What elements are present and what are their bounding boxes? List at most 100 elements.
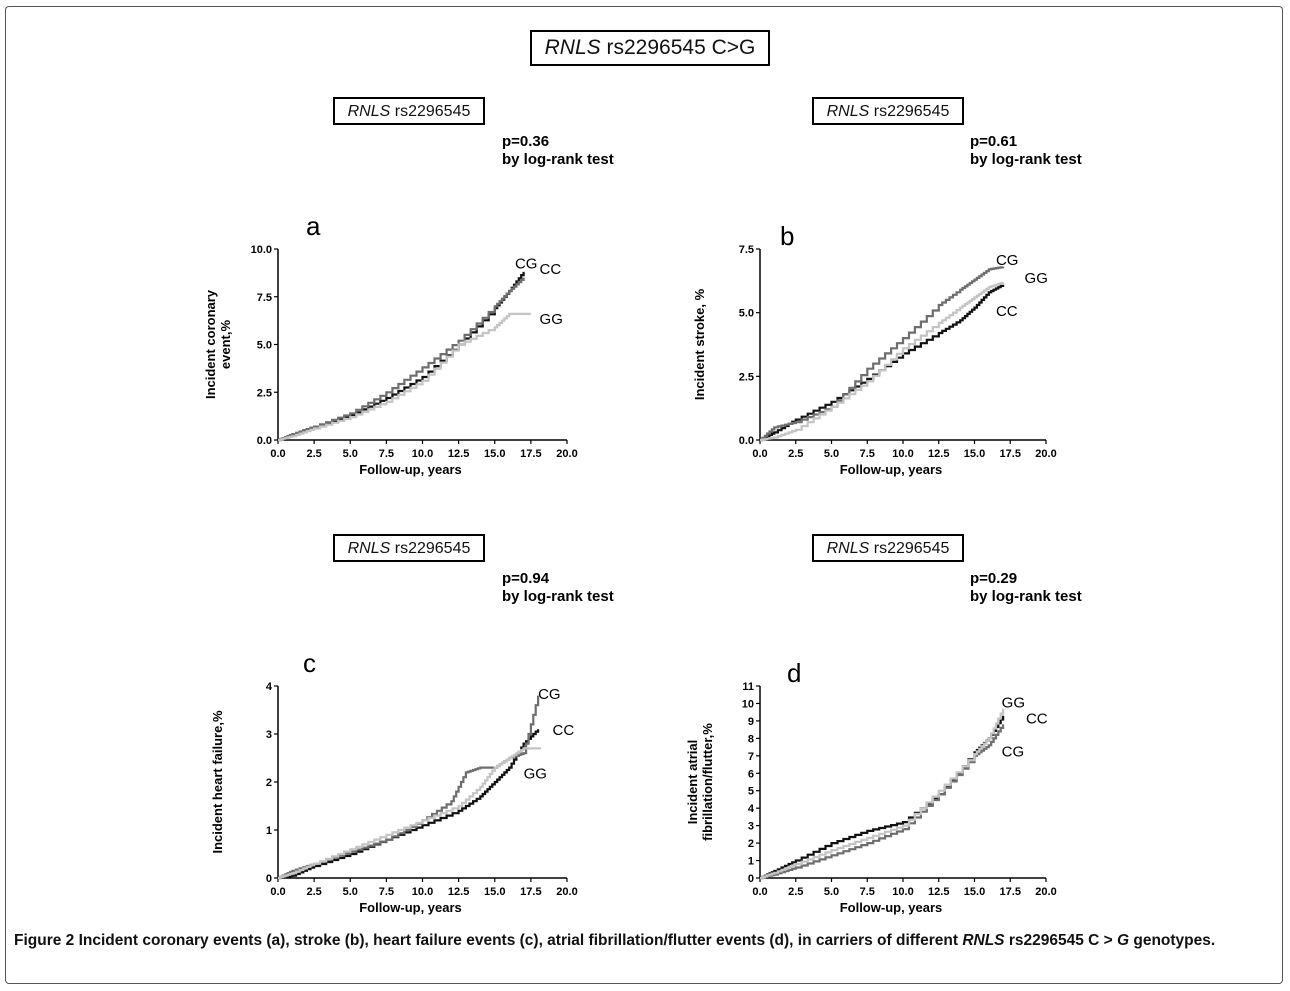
panel-d-title: RNLS rs2296545: [812, 534, 964, 562]
panel-c-x-tick-label: 0.0: [270, 886, 285, 898]
panel-d-x-tick-label: 5.0: [824, 886, 839, 898]
panel-c-x-tick-label: 15.0: [484, 886, 505, 898]
figure-frame: [5, 6, 1283, 984]
panel-a-pvalue: p=0.36: [502, 133, 549, 150]
panel-c-label-gg: GG: [524, 765, 547, 782]
panel-b-x-tick-label: 12.5: [928, 448, 949, 460]
panel-d-y-tick-label: 4: [748, 803, 755, 815]
panel-c-x-tick-label: 5.0: [343, 886, 358, 898]
panel-b-label-cg: CG: [996, 252, 1019, 269]
panel-c-label-cg: CG: [538, 686, 561, 703]
panel-d-x-tick-label: 15.0: [964, 886, 985, 898]
panel-b-pvalue: p=0.61: [970, 133, 1017, 150]
panel-b-y-label: Incident stroke, %: [692, 288, 707, 400]
panel-a-y-tick-label: 10.0: [251, 244, 272, 256]
panel-d-y-tick-label: 11: [742, 681, 754, 693]
main-title-variant: rs2296545 C>G: [600, 36, 756, 59]
figure-caption: Figure 2 Incident coronary events (a), s…: [14, 930, 1274, 952]
panel-b-test-label: by log-rank test: [970, 151, 1082, 168]
caption-text-4: genotypes.: [1129, 932, 1216, 949]
panel-a-x-tick-label: 0.0: [270, 448, 285, 460]
panel-c-y-tick-label: 1: [266, 825, 272, 837]
panel-a-x-tick-label: 20.0: [556, 448, 577, 460]
panel-a-x-tick-label: 12.5: [448, 448, 469, 460]
panel-d-label-gg: GG: [1002, 695, 1025, 712]
panel-b-y-tick-label: 2.5: [739, 371, 754, 383]
panel-d-letter: d: [787, 658, 801, 688]
panel-c-x-tick-label: 20.0: [556, 886, 577, 898]
panel-c-series-cc: [278, 729, 540, 880]
panel-c-x-tick-label: 12.5: [448, 886, 469, 898]
panel-c-x-tick-label: 10.0: [412, 886, 433, 898]
panel-a-x-tick-label: 7.5: [379, 448, 394, 460]
panel-b-x-tick-label: 0.0: [752, 448, 767, 460]
panel-d-x-tick-label: 17.5: [1000, 886, 1021, 898]
panel-d-series-cg: [760, 724, 1005, 880]
caption-text-1: Incident coronary events (a), stroke (b)…: [74, 932, 963, 949]
panel-b-x-tick-label: 15.0: [964, 448, 985, 460]
panel-c-y-tick-label: 0: [266, 873, 272, 885]
panel-a-y-tick-label: 0.0: [257, 435, 272, 447]
panel-c-y-label: Incident heart failure,%: [210, 710, 225, 853]
panel-d-x-tick-label: 2.5: [788, 886, 803, 898]
panel-a-x-tick-label: 15.0: [484, 448, 505, 460]
panel-a-label-gg: GG: [540, 311, 563, 328]
caption-text-2: rs2296545 C: [1004, 932, 1104, 949]
panel-a-letter: a: [306, 211, 321, 241]
panel-d-title-variant: rs2296545: [869, 540, 950, 557]
panel-b-title: RNLS rs2296545: [812, 97, 964, 125]
panel-c-letter: c: [303, 648, 316, 678]
panel-a-y-tick-label: 2.5: [257, 387, 272, 399]
panel-a-label-cc: CC: [540, 261, 562, 278]
caption-allele: G: [1117, 932, 1130, 949]
panel-b-series-gg: [760, 281, 1005, 442]
panel-d-y-tick-label: 10: [742, 698, 754, 710]
panel-d-y-label: fibrillation/flutter,%: [700, 723, 715, 841]
panel-c-y-tick-label: 3: [266, 729, 272, 741]
panel-a-x-tick-label: 10.0: [412, 448, 433, 460]
panel-d-x-label: Follow-up, years: [840, 900, 943, 915]
panel-c-y-tick-label: 4: [266, 681, 273, 693]
panel-d-label-cc: CC: [1026, 710, 1048, 727]
panel-b-series-cc: [760, 284, 1005, 442]
panel-b-title-variant: rs2296545: [869, 103, 950, 120]
caption-gene: RNLS: [962, 932, 1005, 949]
panel-c-pvalue: p=0.94: [502, 570, 550, 587]
panel-d-y-tick-label: 8: [748, 733, 754, 745]
panel-d-y-tick-label: 7: [748, 751, 754, 763]
caption-gt: >: [1103, 932, 1113, 949]
panel-b-x-tick-label: 5.0: [824, 448, 839, 460]
panel-b-x-label: Follow-up, years: [840, 462, 943, 477]
panel-c-series-gg: [278, 747, 541, 880]
panel-d-series-cc: [760, 715, 1005, 880]
panel-c-x-label: Follow-up, years: [359, 900, 462, 915]
panel-c-y-tick-label: 2: [266, 777, 272, 789]
panel-a-x-tick-label: 5.0: [343, 448, 358, 460]
panel-c-x-tick-label: 2.5: [306, 886, 321, 898]
panel-b-letter: b: [780, 221, 794, 251]
panel-d-title-gene: RNLS: [826, 540, 870, 557]
panel-a-series-gg: [278, 312, 531, 442]
main-title: RNLS rs2296545 C>G: [530, 30, 770, 66]
panel-d-label-cg: CG: [1002, 744, 1024, 761]
panel-c-x-tick-label: 17.5: [520, 886, 541, 898]
panel-a-label-cg: CG: [515, 255, 538, 272]
panel-c-test-label: by log-rank test: [502, 588, 614, 605]
panel-d-y-tick-label: 9: [748, 716, 754, 728]
panel-d-y-tick-label: 1: [748, 856, 754, 868]
main-title-gene: RNLS: [544, 36, 601, 59]
panel-a-y-tick-label: 7.5: [257, 292, 272, 304]
panel-d-test-label: by log-rank test: [970, 588, 1082, 605]
panel-a-x-tick-label: 17.5: [520, 448, 541, 460]
panel-c-x-tick-label: 7.5: [379, 886, 394, 898]
panel-a-title-gene: RNLS: [347, 103, 391, 120]
panel-b-label-cc: CC: [996, 303, 1018, 320]
panel-d-y-tick-label: 6: [748, 768, 754, 780]
panel-a-series-cc: [278, 271, 525, 442]
panel-b-y-tick-label: 5.0: [739, 308, 754, 320]
panel-c-title-gene: RNLS: [347, 540, 391, 557]
panel-b-x-tick-label: 2.5: [788, 448, 803, 460]
panel-a-y-tick-label: 5.0: [257, 340, 272, 352]
panel-d-y-tick-label: 5: [748, 786, 754, 798]
